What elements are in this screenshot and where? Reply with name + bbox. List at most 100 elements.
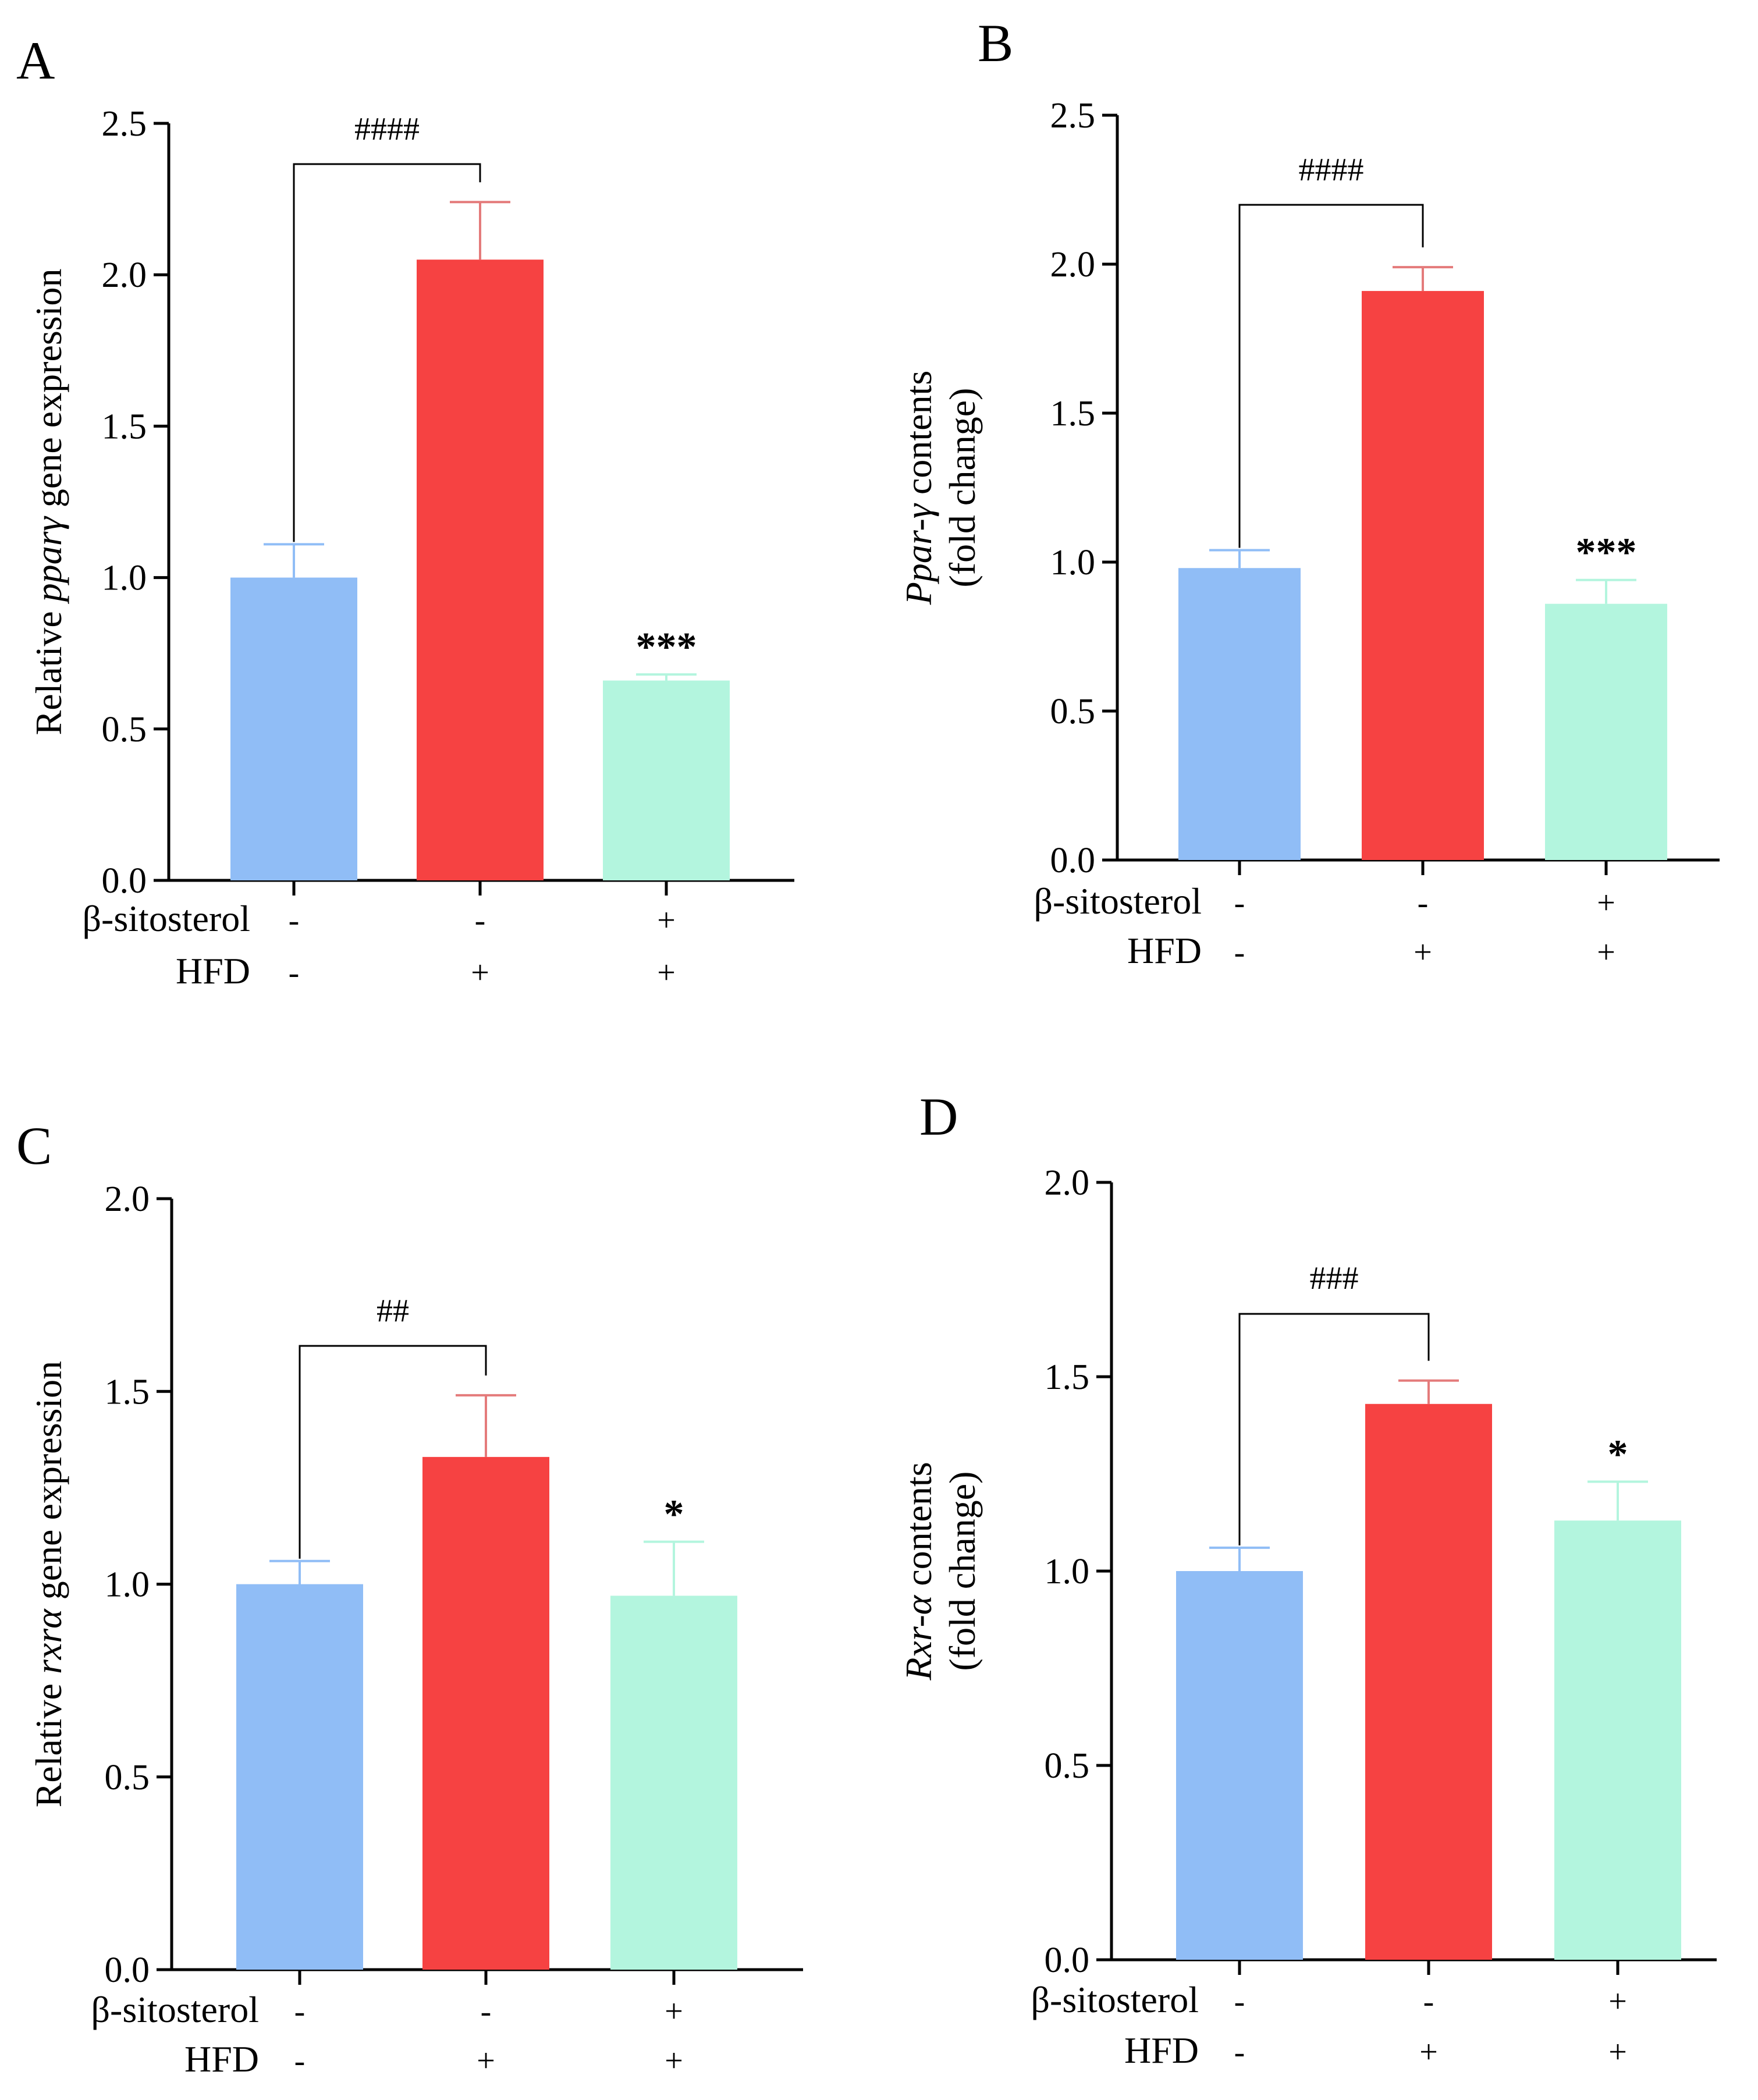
panel-label: C [16, 1116, 52, 1175]
treatment-mark: + [477, 2043, 495, 2079]
y-tick-label: 2.0 [1050, 245, 1096, 285]
error-bar-1 [264, 543, 324, 578]
y-tick-label: 0.5 [1050, 692, 1096, 731]
y-tick-label: 1.0 [102, 559, 147, 598]
y-tick-label: 0.0 [1045, 1941, 1090, 1980]
y-axis-label-prefix: Relative [28, 602, 69, 735]
row-label-sitosterol: β-sitosterol [1031, 1979, 1199, 2020]
bar-2 [422, 1456, 549, 1970]
treatment-mark: + [1413, 934, 1432, 971]
bar-1 [1178, 568, 1301, 860]
y-axis-label-gene: pparγ [28, 516, 69, 604]
y-tick-label: 0.0 [105, 1950, 150, 1990]
error-bar-3 [1587, 1480, 1648, 1521]
error-bar-1 [269, 1559, 330, 1584]
treatment-mark: + [1608, 1984, 1627, 2020]
error-bar-3 [636, 673, 697, 681]
y-axis-label-suffix: contents [898, 1462, 939, 1595]
treatment-mark: - [1418, 885, 1429, 921]
y-axis-label-suffix: gene expression [28, 1361, 69, 1609]
y-tick-label: 0.0 [1050, 841, 1096, 880]
y-axis-label-line1: Ppar-γ contents [898, 371, 939, 606]
treatment-mark: + [657, 955, 676, 991]
y-axis-label-line2: (fold change) [942, 1472, 983, 1671]
treatment-mark: - [294, 2043, 306, 2079]
bar-3 [1554, 1520, 1681, 1960]
row-label-sitosterol: β-sitosterol [82, 898, 250, 939]
y-tick-label: 2.0 [105, 1179, 150, 1219]
y-tick-label: 1.0 [1045, 1552, 1090, 1591]
treatment-mark: + [665, 2043, 683, 2079]
bar-3 [610, 1596, 737, 1970]
bar-3 [603, 680, 730, 880]
treatment-mark: - [1234, 1984, 1245, 2020]
treatment-mark: + [471, 955, 489, 991]
y-axis-label: Rxr-α contents (fold change) [898, 1462, 983, 1680]
bracket-label: #### [1299, 152, 1364, 188]
treatment-mark: + [1608, 2034, 1627, 2070]
treatment-mark: + [1419, 2034, 1438, 2070]
panel-d: D 0.0 0.5 1.0 1.5 2.0 Rxr-α contents (fold chan… [898, 1087, 1717, 2071]
y-axis-label-gene: rxrα [28, 1608, 69, 1674]
significance-marker: *** [636, 625, 697, 670]
y-tick-label: 0.5 [102, 710, 147, 749]
significance-marker: *** [1576, 531, 1637, 575]
significance-marker: * [664, 1493, 684, 1537]
y-tick-label: 1.5 [1050, 394, 1096, 433]
treatment-mark: + [665, 1994, 683, 2030]
row-label-sitosterol: β-sitosterol [1034, 880, 1202, 922]
y-tick-label: 0.0 [102, 861, 147, 901]
row-label-hfd: HFD [176, 950, 250, 992]
bracket-label: ### [1310, 1260, 1359, 1296]
y-tick-label: 2.0 [1045, 1163, 1090, 1203]
bar-1 [1176, 1571, 1303, 1960]
bar-3 [1545, 603, 1667, 860]
panel-a: A 0.0 0.5 1.0 1.5 2.0 2.5 Relative pparγ gene e… [16, 31, 794, 992]
panel-label: A [16, 31, 55, 90]
panel-label: D [919, 1087, 958, 1146]
y-axis-label-gene: Rxr-α [898, 1594, 939, 1680]
treatment-mark: + [1597, 885, 1615, 921]
treatment-mark: - [289, 955, 300, 991]
treatment-mark: - [481, 1994, 492, 2030]
bracket-label: ## [377, 1293, 409, 1329]
significance-marker: * [1608, 1432, 1628, 1477]
treatment-mark: - [1423, 1984, 1434, 2020]
treatment-mark: - [475, 902, 486, 939]
y-tick-label: 1.0 [105, 1565, 150, 1605]
bar-2 [417, 260, 544, 881]
panel-b: B 0.0 0.5 1.0 1.5 2.0 2.5 Ppar-γ contents (fold … [898, 13, 1720, 971]
y-axis-label-line1: Relative pparγ gene expression [28, 269, 69, 735]
y-tick-label: 0.5 [105, 1758, 150, 1797]
error-bar-2 [1398, 1379, 1459, 1404]
error-bar-2 [450, 201, 510, 260]
treatment-mark: - [1234, 934, 1245, 971]
significance-bracket [1238, 204, 1424, 548]
y-axis-label-line2: (fold change) [942, 388, 983, 588]
y-tick-label: 1.5 [1045, 1358, 1090, 1397]
y-tick-label: 2.5 [102, 104, 147, 144]
error-bar-2 [1393, 266, 1453, 292]
significance-bracket [299, 1345, 487, 1559]
y-tick-label: 1.0 [1050, 543, 1096, 582]
y-tick-label: 1.5 [105, 1372, 150, 1412]
y-axis-label-suffix: gene expression [28, 269, 69, 517]
y-axis-label-line1: Rxr-α contents [898, 1462, 939, 1680]
treatment-mark: - [289, 902, 300, 939]
bar-1 [230, 577, 357, 880]
error-bar-2 [456, 1394, 516, 1457]
panel-label: B [978, 13, 1013, 73]
treatment-mark: + [657, 902, 676, 939]
panel-c: C 0.0 0.5 1.0 1.5 2.0 Relative rxrα gene expre… [16, 1116, 803, 2080]
row-label-hfd: HFD [1127, 930, 1202, 971]
y-tick-label: 1.5 [102, 407, 147, 446]
significance-bracket [1238, 1313, 1430, 1545]
row-label-sitosterol: β-sitosterol [91, 1989, 259, 2030]
bar-1 [236, 1584, 363, 1970]
treatment-mark: - [1234, 885, 1245, 921]
bar-2 [1365, 1403, 1492, 1960]
error-bar-1 [1209, 1546, 1270, 1571]
y-axis-label-suffix: contents [898, 371, 939, 504]
significance-bracket [293, 163, 481, 542]
